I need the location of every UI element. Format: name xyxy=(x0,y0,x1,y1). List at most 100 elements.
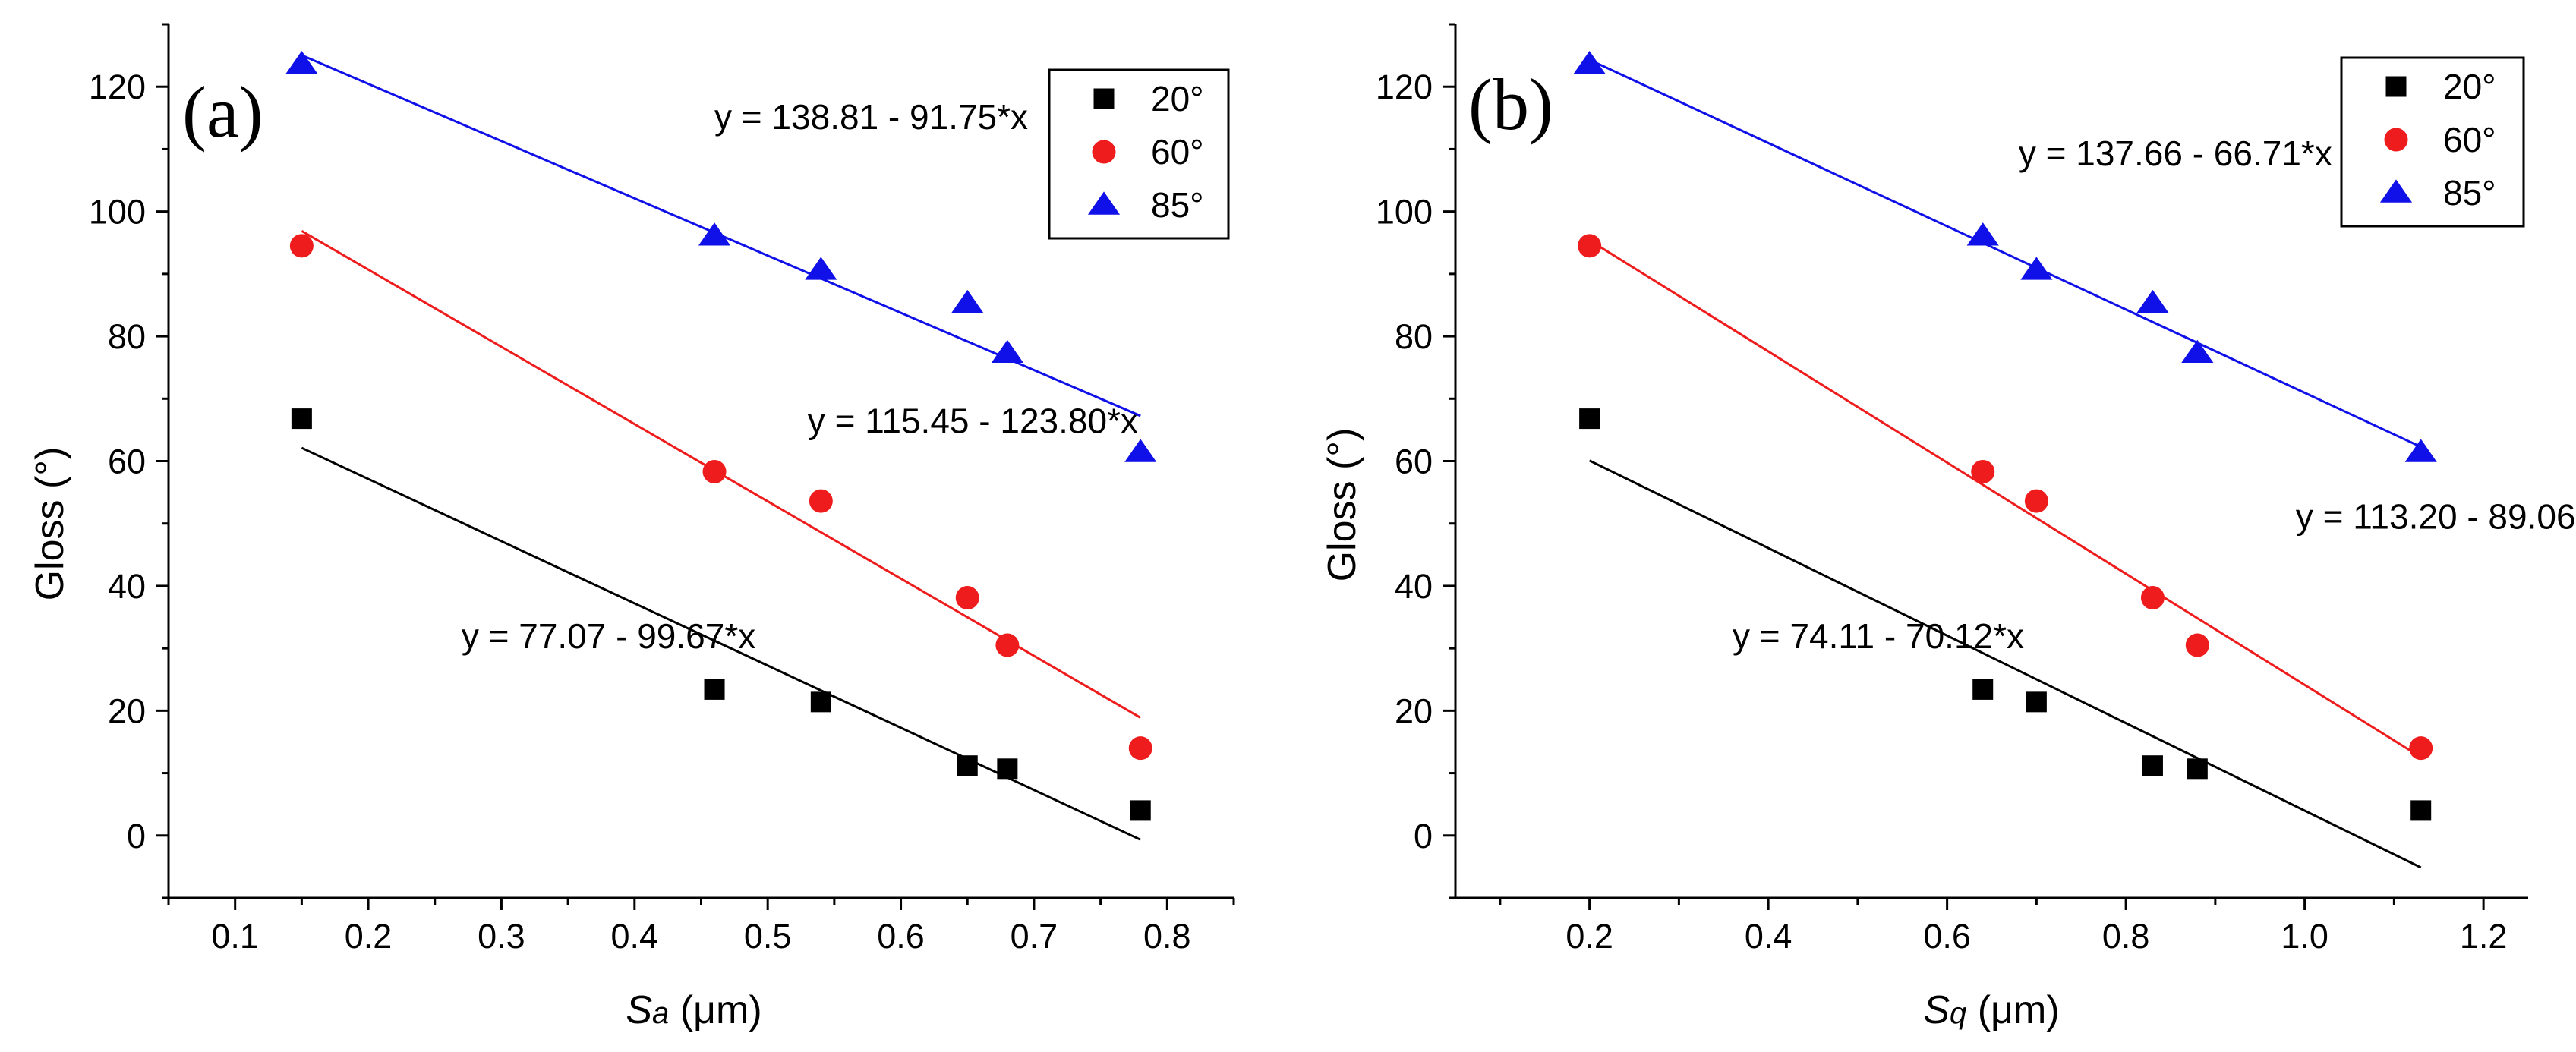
x-tick-label: 1.2 xyxy=(2460,917,2508,956)
x-axis-label-var: S xyxy=(1923,988,1950,1032)
data-point-triangle xyxy=(285,51,318,74)
legend-label: 20° xyxy=(1151,79,1204,118)
legend-label: 60° xyxy=(1151,132,1204,172)
data-point-circle xyxy=(289,234,314,258)
x-tick-label: 0.8 xyxy=(2102,917,2150,956)
y-tick-label: 120 xyxy=(1376,68,1433,106)
x-tick-label: 0.6 xyxy=(877,917,925,956)
x-tick-label: 0.1 xyxy=(211,917,259,956)
x-tick-label: 0.4 xyxy=(1745,917,1792,956)
data-point-square xyxy=(2410,800,2432,821)
panel-label: (b) xyxy=(1468,64,1553,145)
fit-equation: y = 138.81 - 91.75*x xyxy=(714,97,1028,137)
legend-box xyxy=(2340,56,2525,228)
x-tick-label: 0.7 xyxy=(1011,917,1058,956)
x-tick-label: 0.6 xyxy=(1923,917,1971,956)
chart-panel-a: (a) Gloss (°) Sa (μm) 0 20 40 60 80 100 120 0.1… xyxy=(28,23,1235,1032)
y-tick-label: 20 xyxy=(108,691,146,730)
fit-equation: y = 74.11 - 70.12*x xyxy=(1733,616,2024,656)
y-tick-label: 120 xyxy=(89,68,146,106)
fit-equation: y = 113.20 - 89.06*x xyxy=(2296,496,2576,536)
y-tick-label: 60 xyxy=(108,443,146,481)
y-tick-label: 40 xyxy=(108,567,146,606)
x-axis-label-var: S xyxy=(626,988,652,1032)
y-axis-label: Gloss (°) xyxy=(1320,428,1364,582)
data-point-triangle xyxy=(1124,439,1157,462)
data-point-square xyxy=(2142,755,2163,776)
x-axis-label-unit: (μm) xyxy=(1966,988,2059,1032)
data-point-circle xyxy=(955,586,979,610)
data-point-triangle xyxy=(951,289,984,313)
x-tick-label: 1.0 xyxy=(2281,917,2328,956)
y-tick-label: 20 xyxy=(1395,691,1433,730)
data-point-triangle xyxy=(2404,439,2437,462)
legend-box xyxy=(1048,68,1230,240)
data-point-circle xyxy=(1128,736,1152,761)
x-tick-label: 0.8 xyxy=(1143,917,1191,956)
data-point-square xyxy=(1130,800,1151,821)
fit-line-triangle xyxy=(1588,58,2422,449)
data-point-circle xyxy=(702,459,727,483)
x-tick-label: 0.2 xyxy=(345,917,393,956)
legend-marker-square xyxy=(2385,76,2407,97)
y-tick-label: 0 xyxy=(1414,817,1433,855)
y-axis-label: Gloss (°) xyxy=(28,447,72,601)
data-point-circle xyxy=(2024,489,2048,513)
legend-label: 20° xyxy=(2443,67,2496,106)
legend: 20° 60° 85° xyxy=(2340,56,2525,228)
data-point-circle xyxy=(1578,234,1602,258)
legend-marker-triangle xyxy=(2379,179,2413,203)
chart-panel-b: (b) Gloss (°) Sq (μm) 0 20 40 60 80 100 120 0.2… xyxy=(1320,23,2576,1032)
data-point-triangle xyxy=(2181,339,2214,364)
y-tick-label: 100 xyxy=(89,193,146,232)
x-tick-label: 0.5 xyxy=(744,917,792,956)
data-point-triangle xyxy=(991,339,1023,364)
y-tick-label: 40 xyxy=(1395,567,1433,606)
legend-marker-square xyxy=(1093,88,1115,109)
data-point-square xyxy=(1972,679,1994,700)
data-point-square xyxy=(2187,758,2208,780)
legend-label: 60° xyxy=(2443,120,2496,159)
data-point-square xyxy=(291,408,312,430)
data-point-circle xyxy=(2185,633,2209,657)
data-point-circle xyxy=(809,489,833,513)
legend-label: 85° xyxy=(2443,173,2496,213)
x-tick-label: 0.2 xyxy=(1565,917,1613,956)
x-axis-label-sub: a xyxy=(652,997,669,1030)
data-point-square xyxy=(957,755,978,776)
data-point-triangle xyxy=(1966,222,1999,246)
x-axis-label-sub: q xyxy=(1950,997,1966,1030)
x-axis-label-unit: (μm) xyxy=(669,988,761,1032)
data-point-square xyxy=(2026,691,2047,713)
y-tick-label: 0 xyxy=(127,817,146,855)
fit-line-circle xyxy=(1588,239,2422,758)
x-axis-label: Sq (μm) xyxy=(1923,988,2059,1032)
x-tick-label: 0.3 xyxy=(478,917,525,956)
legend: 20° 60° 85° xyxy=(1048,68,1230,240)
fit-equation: y = 77.07 - 99.67*x xyxy=(462,616,755,656)
legend-label: 85° xyxy=(1151,185,1204,225)
data-point-square xyxy=(1579,408,1600,430)
fit-equation: y = 137.66 - 66.71*x xyxy=(2019,134,2332,173)
data-point-circle xyxy=(2140,586,2165,610)
y-tick-label: 100 xyxy=(1376,193,1433,232)
data-point-circle xyxy=(995,633,1020,657)
x-axis-label: Sa (μm) xyxy=(626,988,761,1032)
data-point-triangle xyxy=(698,222,731,246)
fit-equation: y = 115.45 - 123.80*x xyxy=(808,402,1138,441)
data-point-triangle xyxy=(805,257,837,280)
data-point-circle xyxy=(2409,736,2433,761)
legend-marker-triangle xyxy=(1087,191,1121,215)
legend-marker-circle xyxy=(2384,128,2408,152)
data-point-triangle xyxy=(2136,289,2169,313)
data-point-triangle xyxy=(1573,51,1606,74)
panel-label: (a) xyxy=(182,71,263,153)
data-point-square xyxy=(997,758,1018,780)
fit-line-square xyxy=(1588,459,2422,869)
y-tick-label: 80 xyxy=(1395,317,1433,356)
data-point-triangle xyxy=(2020,257,2053,280)
y-tick-label: 60 xyxy=(1395,443,1433,481)
y-tick-label: 80 xyxy=(108,317,146,356)
x-tick-label: 0.4 xyxy=(611,917,659,956)
